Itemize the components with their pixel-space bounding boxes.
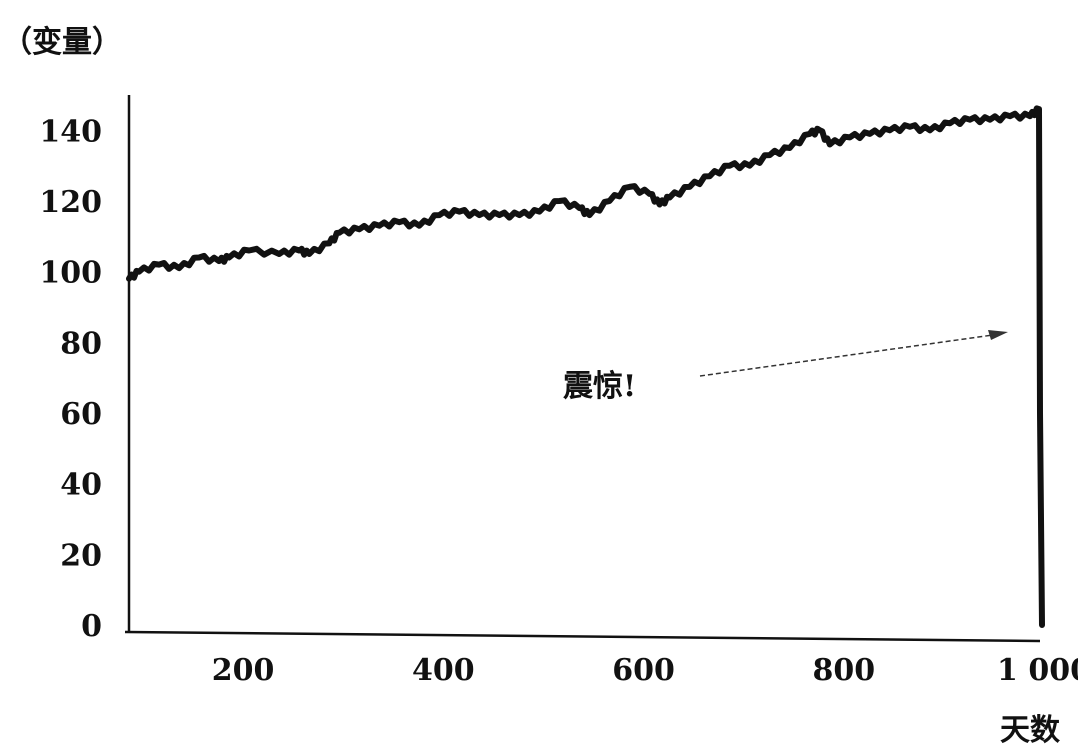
x-tick-label: 400 <box>412 653 475 688</box>
x-tick-label: 800 <box>812 653 875 688</box>
y-tick-label: 80 <box>60 326 102 361</box>
x-axis <box>124 630 1041 643</box>
annotation-arrowhead <box>988 330 1008 340</box>
x-tick-label: 600 <box>612 653 675 688</box>
x-tick-labels: 200 400 600 800 1 000 <box>212 653 1078 688</box>
y-tick-label: 120 <box>39 185 102 220</box>
annotation: 震惊! <box>563 330 1008 404</box>
x-axis-line <box>124 630 1041 643</box>
y-tick-label: 40 <box>60 468 102 503</box>
x-tick-label: 200 <box>212 653 275 688</box>
y-axis-title: （变量） <box>2 25 122 60</box>
y-tick-label: 0 <box>81 609 102 644</box>
x-axis-title: 天数 <box>1000 713 1061 748</box>
y-tick-label: 20 <box>60 538 102 573</box>
y-tick-label: 140 <box>39 114 102 149</box>
y-tick-labels: 0 20 40 60 80 100 120 140 <box>39 114 102 644</box>
annotation-text: 震惊! <box>563 369 636 404</box>
series-line <box>126 105 1045 628</box>
y-tick-label: 100 <box>39 256 102 291</box>
x-tick-label: 1 000 <box>997 653 1078 688</box>
annotation-arrow <box>699 333 1001 377</box>
y-tick-label: 60 <box>60 397 102 432</box>
